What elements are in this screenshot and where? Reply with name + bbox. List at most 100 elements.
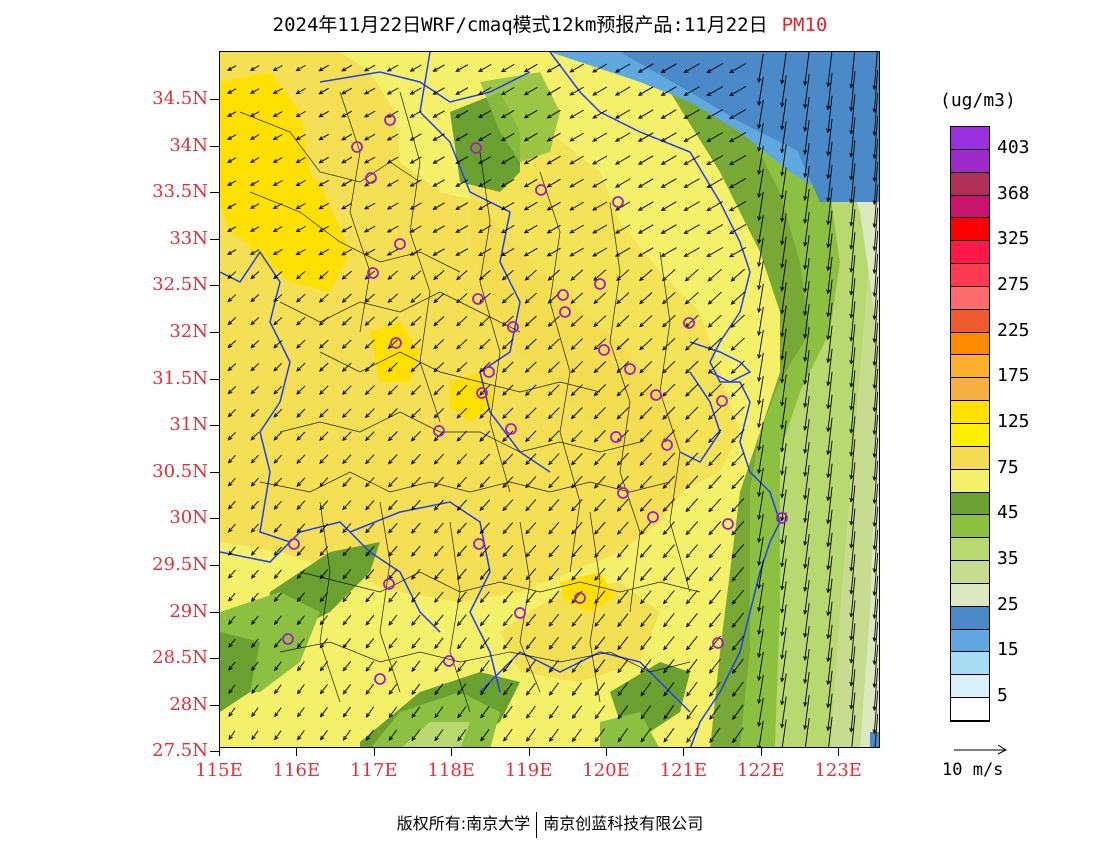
wind-arrow — [434, 476, 444, 488]
wind-arrow — [663, 567, 675, 581]
wind-arrow — [615, 132, 631, 142]
wind-arrow — [228, 500, 236, 510]
wind-arrow-head — [387, 367, 393, 373]
wind-arrow — [365, 408, 375, 418]
wind-arrow-head — [455, 67, 461, 72]
legend-label: 225 — [997, 319, 1030, 341]
wind-arrow — [874, 713, 879, 747]
wind-arrow — [662, 314, 676, 328]
wind-arrow — [572, 705, 582, 719]
wind-arrow-head — [686, 714, 691, 720]
wind-arrow-head — [387, 275, 393, 280]
wind-arrow — [319, 156, 329, 164]
wind-arrow-head — [456, 367, 462, 373]
wind-arrow — [273, 477, 283, 487]
wind-arrow-head — [365, 689, 371, 695]
wind-arrow-head — [706, 114, 712, 120]
wind-arrow — [731, 406, 745, 420]
wind-arrow — [455, 156, 469, 164]
lat-label: 30N — [169, 507, 208, 529]
wind-arrow — [592, 132, 608, 142]
wind-arrow-head — [592, 229, 598, 234]
wind-arrow-head — [341, 90, 347, 95]
wind-arrow — [708, 314, 722, 328]
wind-arrow-head — [386, 228, 392, 233]
wind-arrow-head — [780, 723, 785, 729]
wind-arrow-head — [388, 597, 393, 603]
wind-arrow — [663, 544, 675, 558]
wind-arrow-head — [227, 66, 233, 71]
wind-arrow — [781, 420, 787, 452]
wind-arrow — [615, 178, 631, 188]
wind-arrow — [365, 477, 375, 487]
wind-arrow-head — [757, 308, 762, 314]
wind-arrow-head — [571, 691, 577, 697]
wind-arrow — [684, 132, 700, 142]
wind-arrow — [616, 406, 630, 420]
wind-arrow-head — [250, 527, 256, 533]
wind-arrow-head — [663, 691, 668, 697]
wind-arrow-head — [849, 336, 854, 342]
wind-arrow-head — [480, 667, 485, 673]
lat-tick — [210, 145, 219, 147]
wind-arrow — [850, 669, 856, 709]
lat-label: 27.5N — [152, 740, 208, 762]
wind-arrow-head — [319, 482, 324, 488]
wind-arrow — [433, 87, 445, 95]
wind-arrow-head — [432, 136, 438, 141]
wind-arrow — [296, 249, 306, 255]
wind-arrow-head — [296, 643, 302, 649]
wind-arrow — [873, 253, 879, 297]
wind-arrow — [850, 623, 856, 663]
wind-arrow — [434, 683, 444, 695]
wind-arrow — [615, 247, 631, 257]
wind-arrow — [364, 202, 376, 210]
wind-arrow — [617, 452, 629, 466]
wind-arrow-head — [434, 667, 439, 673]
wind-arrow — [388, 339, 398, 349]
wind-arrow — [524, 201, 538, 211]
wind-arrow-head — [757, 676, 762, 682]
wind-arrow-head — [272, 66, 278, 72]
wind-arrow-head — [297, 735, 302, 741]
wind-arrow-head — [683, 206, 689, 211]
wind-arrow-head — [708, 576, 714, 582]
wind-arrow-head — [826, 243, 831, 249]
wind-arrow — [456, 384, 468, 396]
wind-arrow — [685, 406, 699, 420]
wind-arrow-head — [780, 286, 785, 292]
county-boundaries — [239, 91, 701, 713]
legend-swatch — [951, 355, 989, 379]
wind-arrow-head — [826, 427, 831, 433]
wind-arrow-head — [872, 476, 877, 482]
wind-arrow-head — [872, 154, 877, 160]
wind-arrow-head — [685, 599, 691, 605]
wind-arrow — [411, 683, 421, 695]
wind-arrow-head — [780, 125, 785, 131]
wind-arrow — [228, 638, 236, 648]
wind-arrow-head — [503, 690, 508, 696]
wind-arrow-head — [663, 714, 668, 720]
wind-arrow — [873, 621, 879, 665]
wind-arrow — [873, 529, 879, 573]
wind-arrow — [501, 156, 515, 164]
wind-arrow — [478, 156, 492, 164]
wind-arrow-head — [227, 250, 233, 255]
wind-arrow — [273, 157, 283, 163]
wind-arrow-head — [296, 574, 302, 580]
wind-arrow — [571, 613, 583, 627]
wind-arrow — [364, 87, 376, 95]
wind-arrow — [388, 362, 398, 372]
wind-arrow — [341, 87, 353, 95]
wind-arrow — [433, 384, 445, 396]
wind-arrow-head — [593, 299, 599, 304]
wind-arrow — [873, 391, 879, 435]
wind-arrow-head — [296, 505, 302, 510]
wind-arrow-head — [637, 206, 643, 211]
wind-arrow-head — [637, 68, 643, 73]
wind-arrow-head — [296, 366, 301, 372]
wind-arrow — [873, 345, 879, 389]
wind-arrow — [480, 568, 490, 580]
wind-arrow-head — [432, 159, 438, 164]
wind-arrow-head — [525, 529, 530, 535]
